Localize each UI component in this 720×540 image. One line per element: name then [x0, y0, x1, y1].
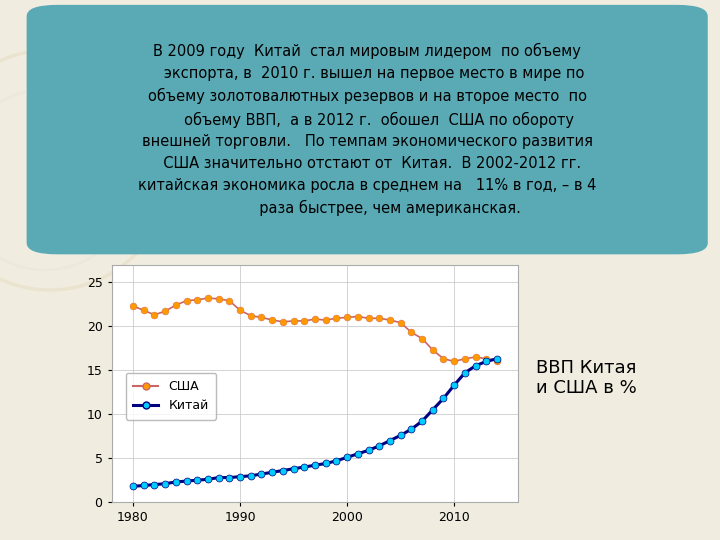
Text: В 2009 году  Китай  стал мировым лидером  по объему
   экспорта, в  2010 г. выше: В 2009 году Китай стал мировым лидером п…	[138, 43, 596, 216]
FancyBboxPatch shape	[27, 5, 708, 254]
Text: ВВП Китая
и США в %: ВВП Китая и США в %	[536, 359, 637, 397]
Legend: США, Китай: США, Китай	[126, 373, 216, 420]
